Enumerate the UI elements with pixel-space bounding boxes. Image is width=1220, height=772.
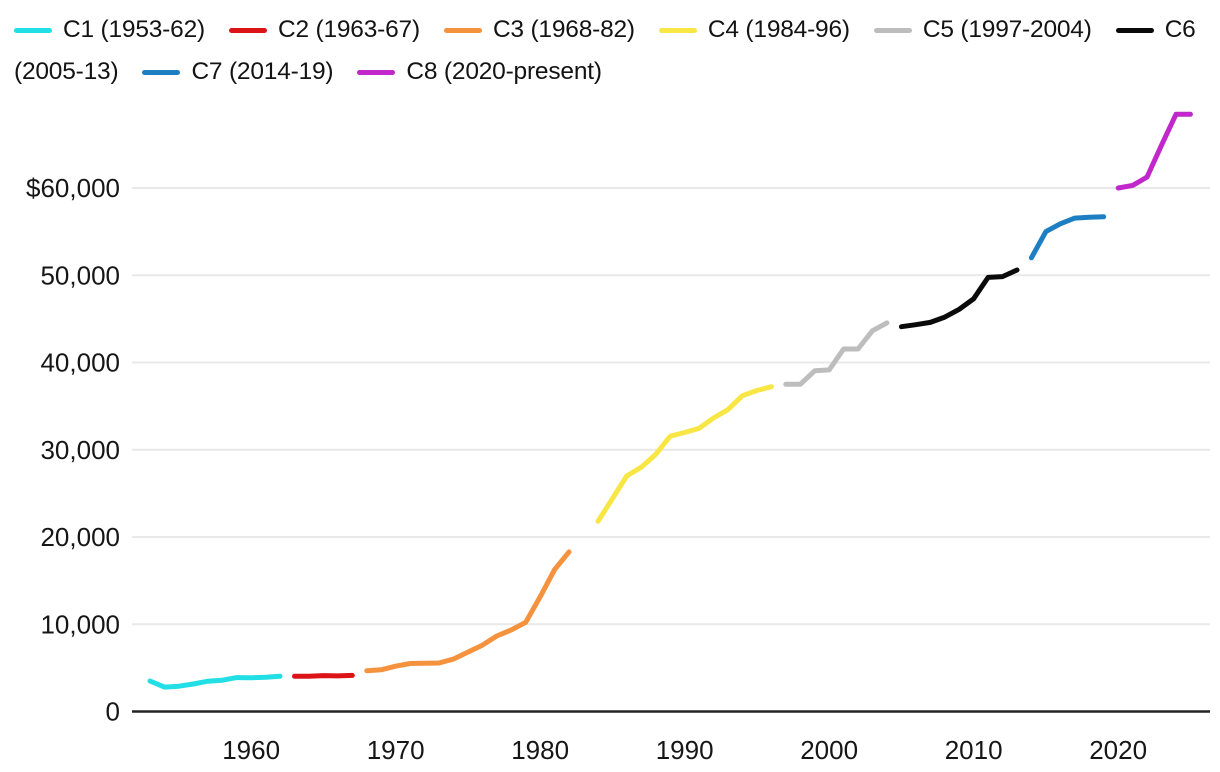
legend-label: C7 (2014-19) xyxy=(191,58,334,85)
y-tick-label-50000: 50,000 xyxy=(40,260,120,290)
c2-swatch-icon xyxy=(228,27,267,33)
legend-item: C5 (1997-2004) xyxy=(873,16,1092,44)
series-line-c4 xyxy=(595,384,774,524)
legend-item: C6 xyxy=(1115,16,1196,44)
c8-swatch-icon xyxy=(357,69,396,75)
y-tick-label-0: 0 xyxy=(106,697,120,727)
series-line-c7 xyxy=(1028,214,1107,261)
legend-line-2: (2005-13) C7 (2014-19) C8 (2020-present) xyxy=(14,51,1214,93)
series-line-c5 xyxy=(783,320,890,387)
legend-label: C8 (2020-present) xyxy=(406,58,602,85)
legend-label: C6 xyxy=(1164,16,1196,43)
legend-item: C1 (1953-62) xyxy=(14,16,205,44)
y-tick-label-20000: 20,000 xyxy=(40,522,120,552)
y-tick-label-60000: $60,000 xyxy=(26,173,120,203)
legend-label: (2005-13) xyxy=(14,58,119,85)
legend-label: C4 (1984-96) xyxy=(707,16,850,43)
legend-item: (2005-13) xyxy=(14,58,119,86)
series-line-c3 xyxy=(364,549,572,674)
series-line-c1 xyxy=(147,673,283,690)
series-line-c8 xyxy=(1115,111,1193,191)
legend-label: C5 (1997-2004) xyxy=(922,16,1092,43)
x-tick-label-2000: 2000 xyxy=(800,735,858,765)
x-tick-label-1970: 1970 xyxy=(367,735,425,765)
y-tick-label-10000: 10,000 xyxy=(40,609,120,639)
c6-swatch-icon xyxy=(1115,27,1154,33)
legend-item: C2 (1963-67) xyxy=(228,16,420,44)
legend-item: C8 (2020-present) xyxy=(357,58,602,86)
legend-line-1: C1 (1953-62) C2 (1963-67) C3 (1968-82) C4 (… xyxy=(14,9,1214,51)
series-line-c2 xyxy=(292,672,355,679)
legend-label: C3 (1968-82) xyxy=(492,16,635,43)
c7-swatch-icon xyxy=(142,69,181,75)
legend-label: C2 (1963-67) xyxy=(277,16,420,43)
legend-item: C4 (1984-96) xyxy=(658,16,850,44)
x-tick-label-1980: 1980 xyxy=(511,735,569,765)
x-tick-label-2010: 2010 xyxy=(945,735,1003,765)
series-line-c6 xyxy=(898,267,1020,330)
x-tick-label-1990: 1990 xyxy=(656,735,714,765)
x-tick-label-1960: 1960 xyxy=(222,735,280,765)
c3-swatch-icon xyxy=(443,27,482,33)
c1-swatch-icon xyxy=(14,27,52,33)
legend-item: C7 (2014-19) xyxy=(142,58,334,86)
y-tick-label-40000: 40,000 xyxy=(40,348,120,378)
x-tick-label-2020: 2020 xyxy=(1089,735,1147,765)
legend: C1 (1953-62) C2 (1963-67) C3 (1968-82) C4 (… xyxy=(14,9,1214,93)
legend-item: C3 (1968-82) xyxy=(443,16,635,44)
y-tick-label-30000: 30,000 xyxy=(40,435,120,465)
legend-label: C1 (1953-62) xyxy=(63,16,205,43)
c4-swatch-icon xyxy=(658,27,697,33)
c5-swatch-icon xyxy=(873,27,912,33)
